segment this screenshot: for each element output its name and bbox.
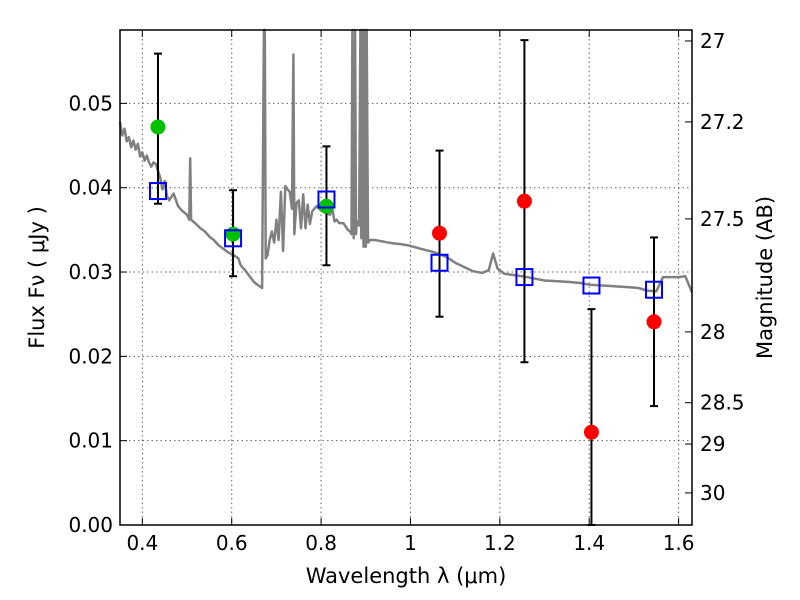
axis-ticks: 0.4 0.6 0.8 1 1.2 1.4 1.6 0.00 0.01 0.02 0.03 0.04 0…	[68, 29, 744, 555]
x-tick-label: 0.4	[126, 531, 158, 555]
data-point	[225, 226, 241, 242]
right-tick-label: 28	[700, 320, 725, 344]
model-square	[645, 280, 664, 299]
right-tick-label: 30	[700, 481, 725, 505]
model-square	[148, 182, 167, 201]
x-tick-label: 0.6	[216, 531, 248, 555]
right-tick-label: 28.5	[700, 391, 745, 415]
x-tick-label: 1.2	[484, 531, 516, 555]
y-tick-label: 0.02	[68, 344, 113, 368]
data-point	[150, 119, 166, 135]
data-point	[516, 193, 532, 209]
right-tick-label: 27.5	[700, 207, 745, 231]
model-square	[224, 229, 243, 248]
right-tick-label: 27	[700, 29, 725, 53]
right-tick-label: 27.2	[700, 110, 745, 134]
x-axis-label: Wavelength λ (μm)	[306, 564, 507, 588]
x-tick-label: 1.6	[663, 531, 695, 555]
y-tick-label: 0.00	[68, 513, 113, 537]
data-point	[318, 198, 334, 214]
plot-frame	[119, 29, 693, 526]
data-point	[583, 424, 599, 440]
y-axis-label-right: Magnitude (AB)	[753, 196, 777, 359]
data-markers	[148, 119, 664, 440]
y-tick-label: 0.01	[68, 429, 113, 453]
right-tick-label: 29	[700, 432, 725, 456]
y-tick-label: 0.03	[68, 260, 113, 284]
model-square	[515, 268, 534, 287]
x-tick-label: 1.4	[573, 531, 605, 555]
model-spectrum	[118, 28, 694, 293]
x-tick-label: 1	[404, 531, 417, 555]
data-point	[646, 314, 662, 330]
model-square	[430, 253, 449, 272]
y-axis-label-left: Flux Fν ( μJy )	[25, 206, 49, 349]
x-tick-label: 0.8	[305, 531, 337, 555]
model-square	[582, 276, 601, 295]
data-point	[432, 225, 448, 241]
model-spectrum-line	[118, 28, 694, 293]
grid	[120, 30, 692, 526]
model-square	[317, 190, 336, 209]
y-tick-label: 0.04	[68, 176, 113, 200]
y-tick-label: 0.05	[68, 91, 113, 115]
